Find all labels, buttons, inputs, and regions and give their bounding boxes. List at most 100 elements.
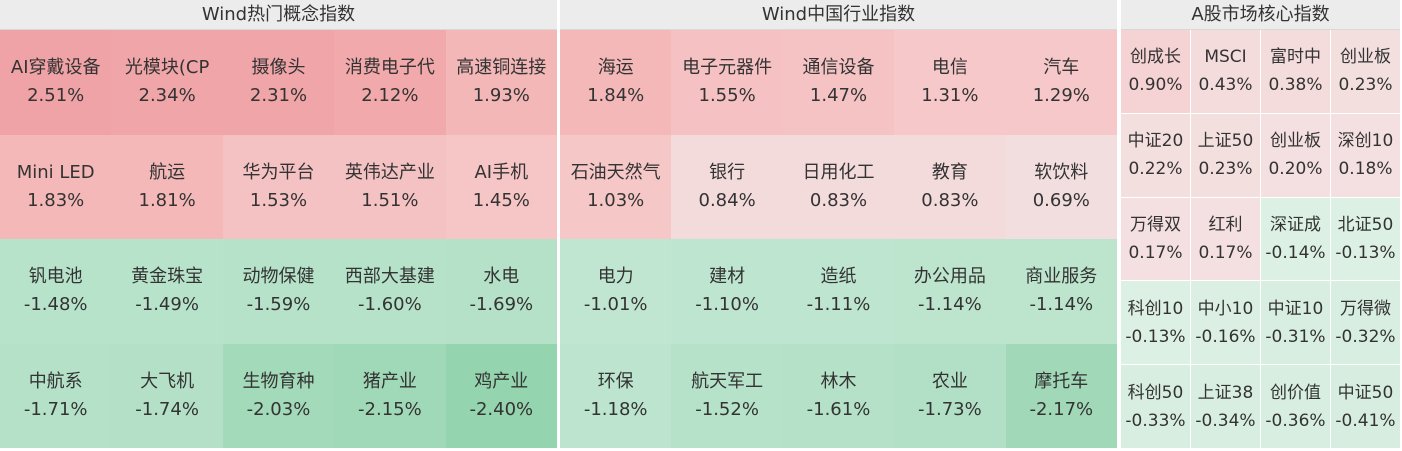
- index-cell: 创业板 0.23%: [1331, 30, 1400, 113]
- index-name: 大飞机: [140, 370, 195, 392]
- index-cell: 高速铜连接 1.93%: [445, 30, 557, 135]
- index-change: 0.90%: [1128, 75, 1183, 96]
- index-change: 0.43%: [1198, 75, 1253, 96]
- index-cell: 办公用品 -1.14%: [894, 239, 1006, 344]
- index-name: 创业板: [1340, 47, 1391, 68]
- cell-grid: 海运 1.84% 电子元器件 1.55% 通信设备 1.47% 电信 1.31% 汽车 1.29%…: [560, 30, 1117, 448]
- index-cell: 深证成 -0.14%: [1261, 197, 1330, 281]
- index-cell: 深创10 0.18%: [1331, 113, 1400, 197]
- index-name: 深证成: [1270, 214, 1321, 235]
- index-name: 上证50: [1197, 131, 1254, 152]
- index-cell: 大飞机 -1.74%: [111, 343, 223, 448]
- index-cell: 西部大基建 -1.60%: [334, 239, 446, 344]
- index-name: 动物保健: [242, 266, 315, 288]
- index-name: 电力: [597, 266, 634, 288]
- index-cell: 海运 1.84%: [560, 30, 672, 135]
- index-change: 1.51%: [361, 189, 419, 211]
- index-cell: 电子元器件 1.55%: [671, 30, 783, 135]
- index-cell: 动物保健 -1.59%: [222, 239, 335, 344]
- index-change: -0.31%: [1265, 326, 1326, 347]
- index-cell: 鸡产业 -2.40%: [445, 343, 557, 448]
- panel: A股市场核心指数 创成长 0.90% MSCI 0.43% 富时中 0.38% 创业板 0.23…: [1121, 0, 1400, 448]
- index-cell: AI穿戴设备 2.51%: [0, 30, 112, 135]
- index-name: 电子元器件: [682, 57, 773, 79]
- index-name: 上证38: [1197, 382, 1254, 403]
- index-change: 0.23%: [1198, 159, 1253, 180]
- index-change: 1.45%: [472, 189, 530, 211]
- index-cell: 中证10 -0.31%: [1261, 281, 1330, 365]
- index-name: 科创50: [1127, 382, 1184, 403]
- index-change: -0.13%: [1335, 242, 1396, 263]
- index-change: 0.69%: [1032, 189, 1090, 211]
- panel-title: Wind中国行业指数: [560, 0, 1117, 30]
- index-change: 0.38%: [1268, 75, 1323, 96]
- index-change: 1.31%: [921, 85, 979, 107]
- index-cell: 黄金珠宝 -1.49%: [111, 239, 223, 344]
- index-change: -1.59%: [246, 294, 311, 316]
- index-name: 钒电池: [28, 266, 83, 288]
- index-change: -0.16%: [1195, 326, 1256, 347]
- index-name: AI穿戴设备: [10, 57, 101, 79]
- index-name: 中证20: [1127, 131, 1184, 152]
- panel: Wind热门概念指数 AI穿戴设备 2.51% 光模块(CP 2.34% 摄像头 2.31%…: [0, 0, 557, 448]
- index-name: Mini LED: [16, 161, 95, 183]
- index-change: 0.17%: [1128, 242, 1183, 263]
- index-name: 西部大基建: [344, 266, 435, 288]
- index-change: -1.18%: [583, 398, 648, 420]
- index-change: -1.49%: [135, 294, 199, 316]
- index-change: 1.03%: [587, 189, 645, 211]
- index-name: 林木: [820, 370, 857, 392]
- index-change: -0.32%: [1335, 326, 1396, 347]
- index-change: 1.29%: [1032, 85, 1090, 107]
- index-name: 创价值: [1270, 382, 1321, 403]
- index-name: 光模块(CP: [124, 57, 210, 79]
- index-name: MSCI: [1204, 47, 1247, 68]
- index-cell: 富时中 0.38%: [1261, 30, 1330, 113]
- index-change: -1.74%: [135, 398, 199, 420]
- index-change: -0.36%: [1265, 410, 1326, 431]
- index-name: 红利: [1208, 214, 1243, 235]
- index-change: -1.48%: [23, 294, 88, 316]
- index-change: -2.15%: [358, 398, 422, 420]
- index-cell: 中小10 -0.16%: [1191, 281, 1260, 365]
- index-name: 摄像头: [251, 57, 306, 79]
- index-name: 中证10: [1267, 298, 1324, 319]
- index-cell: 摄像头 2.31%: [222, 30, 335, 135]
- index-cell: 猪产业 -2.15%: [334, 343, 446, 448]
- index-cell: 华为平台 1.53%: [222, 134, 335, 239]
- index-name: 猪产业: [362, 370, 417, 392]
- index-change: -1.14%: [918, 294, 982, 316]
- index-change: 0.23%: [1338, 75, 1393, 96]
- index-change: 1.81%: [138, 189, 196, 211]
- index-cell: 北证50 -0.13%: [1331, 197, 1400, 281]
- index-change: 0.84%: [698, 189, 756, 211]
- index-cell: 造纸 -1.11%: [782, 239, 895, 344]
- index-change: -0.14%: [1265, 242, 1326, 263]
- index-change: -1.71%: [23, 398, 88, 420]
- index-cell: 教育 0.83%: [894, 134, 1006, 239]
- index-name: 办公用品: [913, 266, 986, 288]
- index-name: 富时中: [1270, 47, 1321, 68]
- index-name: 通信设备: [802, 57, 875, 79]
- index-change: 0.83%: [921, 189, 979, 211]
- index-change: -1.52%: [695, 398, 759, 420]
- index-cell: 科创10 -0.13%: [1121, 281, 1190, 365]
- index-change: 0.17%: [1198, 242, 1253, 263]
- index-change: -2.03%: [246, 398, 311, 420]
- index-name: 软饮料: [1034, 161, 1089, 183]
- index-cell: MSCI 0.43%: [1191, 30, 1260, 113]
- index-cell: 电力 -1.01%: [560, 239, 672, 344]
- panel: Wind中国行业指数 海运 1.84% 电子元器件 1.55% 通信设备 1.47% 电信 1.…: [560, 0, 1117, 448]
- index-name: AI手机: [474, 161, 529, 183]
- index-name: 万得微: [1340, 298, 1391, 319]
- index-cell: 摩托车 -2.17%: [1005, 343, 1117, 448]
- index-cell: 航运 1.81%: [111, 134, 223, 239]
- index-cell: 光模块(CP 2.34%: [111, 30, 223, 135]
- index-cell: 英伟达产业 1.51%: [334, 134, 446, 239]
- index-name: 黄金珠宝: [131, 266, 204, 288]
- index-cell: 林木 -1.61%: [782, 343, 895, 448]
- index-name: 教育: [931, 161, 968, 183]
- index-change: 1.84%: [587, 85, 645, 107]
- index-name: 创成长: [1130, 47, 1181, 68]
